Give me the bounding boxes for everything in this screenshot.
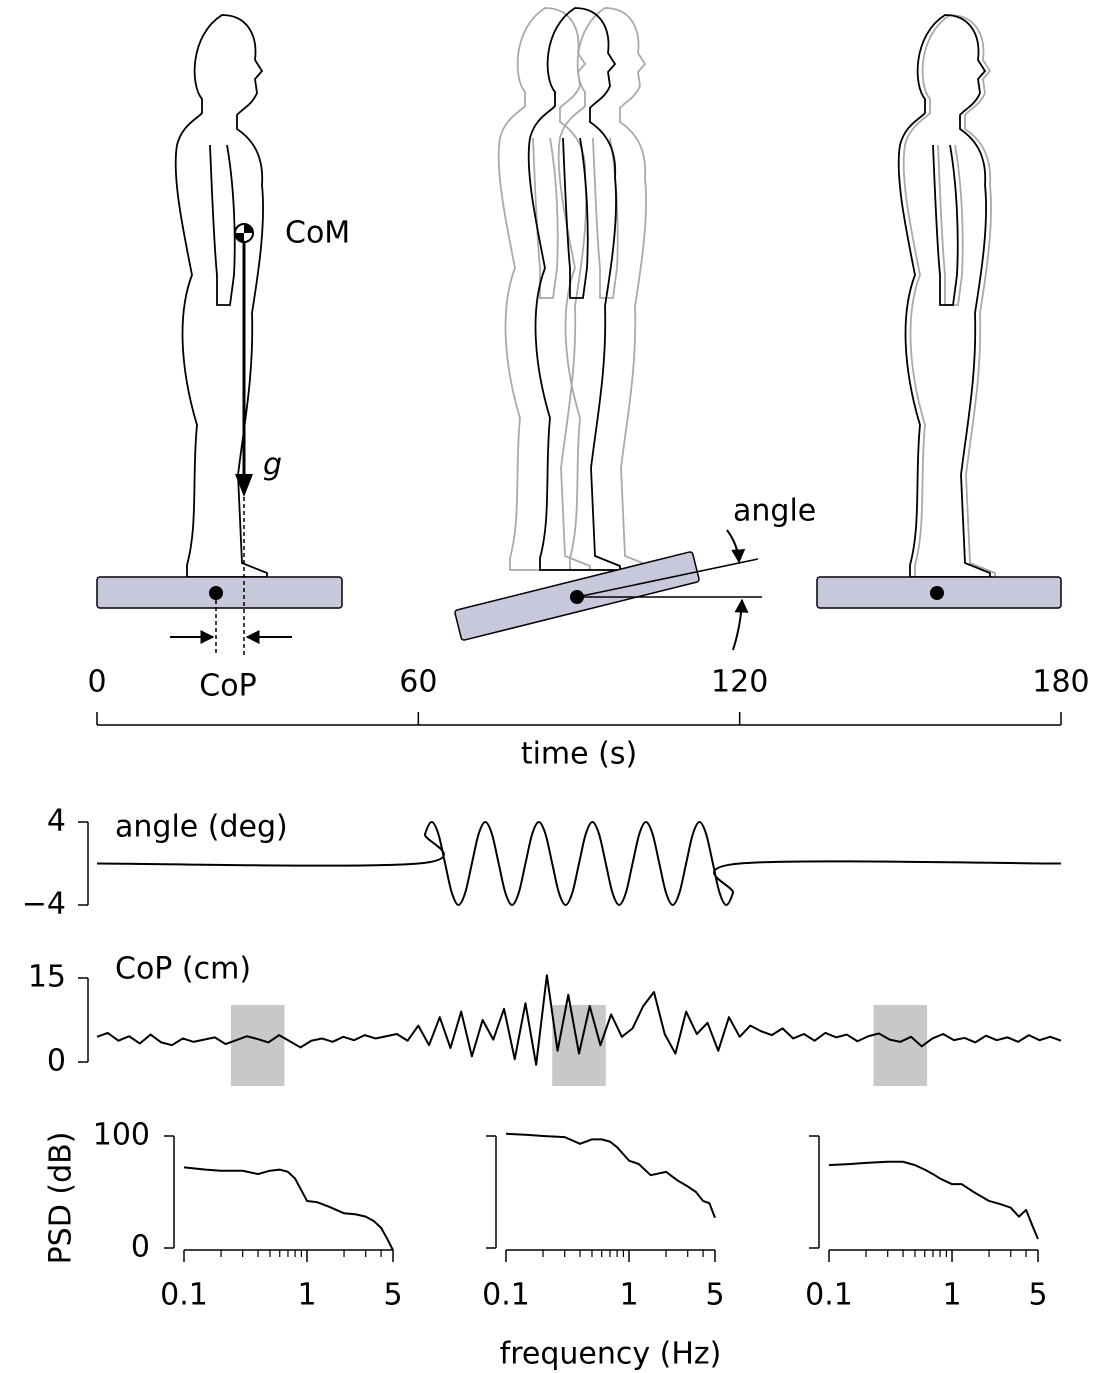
x-tick-label: 0.1	[160, 1278, 208, 1313]
data-line	[505, 1132, 716, 1219]
g-label: g	[263, 448, 282, 483]
com-symbol-fill	[235, 224, 253, 242]
y-axis-label: PSD (dB)	[44, 1132, 79, 1265]
x-tick-label: 1	[297, 1278, 316, 1313]
x-tick-label: 60	[399, 665, 437, 700]
analysis-window	[552, 1005, 606, 1086]
cop-dot	[209, 586, 223, 600]
x-tick-label: 120	[711, 665, 768, 700]
chart-title: CoP (cm)	[115, 952, 251, 987]
y-tick-label: 15	[28, 960, 66, 995]
person	[527, 7, 621, 571]
x-axis-label: frequency (Hz)	[500, 1337, 722, 1372]
person-ghost	[557, 7, 651, 571]
x-tick-label: 0.1	[805, 1278, 853, 1313]
x-tick-label: 1	[619, 1278, 638, 1313]
person	[174, 14, 268, 578]
com-label: CoM	[285, 216, 350, 251]
person-ghost	[497, 7, 591, 571]
angle-arrow	[732, 598, 749, 651]
y-tick-label: 0	[47, 1044, 66, 1079]
analysis-window	[873, 1005, 928, 1086]
x-tick-label: 1	[942, 1278, 961, 1313]
data-line	[183, 1166, 394, 1251]
chart-title: angle (deg)	[115, 810, 288, 845]
cop-label: CoP	[199, 669, 256, 704]
gravity-arrowhead	[235, 474, 253, 497]
data-line	[96, 974, 1062, 1066]
x-tick-label: 5	[705, 1278, 724, 1313]
tilt-line	[576, 558, 759, 598]
angle-label: angle	[733, 494, 816, 529]
analysis-window	[230, 1005, 285, 1086]
y-tick-label: 4	[47, 804, 66, 839]
angle-arrow	[726, 529, 746, 564]
x-tick-label: 5	[383, 1278, 402, 1313]
cop-dot	[930, 586, 944, 600]
x-tick-label: 180	[1032, 665, 1089, 700]
x-tick-label: 5	[1028, 1278, 1047, 1313]
y-tick-label: 0	[131, 1230, 150, 1265]
x-axis-label: time (s)	[521, 737, 637, 772]
data-line	[96, 821, 1062, 906]
x-tick-label: 0	[87, 665, 106, 700]
y-tick-label: 100	[93, 1118, 150, 1153]
x-tick-label: 0.1	[482, 1278, 530, 1313]
y-tick-label: −4	[22, 887, 66, 922]
data-line	[828, 1160, 1039, 1240]
